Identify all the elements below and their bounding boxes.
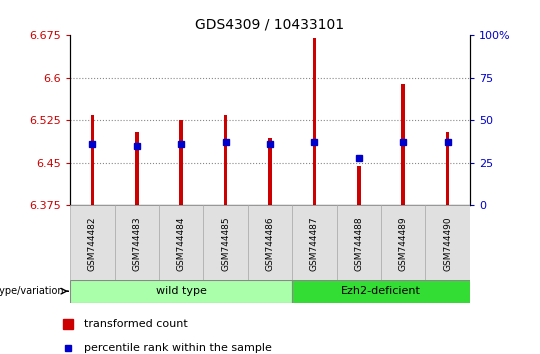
Text: GSM744484: GSM744484 <box>177 216 186 271</box>
Bar <box>268 138 272 205</box>
Text: GSM744487: GSM744487 <box>310 216 319 271</box>
Bar <box>114 205 159 280</box>
Text: GSM744488: GSM744488 <box>354 216 363 271</box>
Text: genotype/variation: genotype/variation <box>0 286 65 296</box>
Bar <box>313 38 316 205</box>
Text: GSM744485: GSM744485 <box>221 216 230 271</box>
Text: GSM744486: GSM744486 <box>266 216 274 271</box>
Bar <box>224 115 227 205</box>
Bar <box>426 205 470 280</box>
Text: wild type: wild type <box>156 286 207 296</box>
Text: Ezh2-deficient: Ezh2-deficient <box>341 286 421 296</box>
Bar <box>357 166 361 205</box>
Bar <box>381 205 426 280</box>
Bar <box>91 115 94 205</box>
Text: GSM744490: GSM744490 <box>443 216 452 271</box>
Bar <box>292 205 336 280</box>
Bar <box>336 205 381 280</box>
Text: GSM744482: GSM744482 <box>88 216 97 271</box>
Bar <box>179 120 183 205</box>
Bar <box>292 280 470 303</box>
Bar <box>70 205 114 280</box>
Bar <box>446 132 449 205</box>
Text: transformed count: transformed count <box>84 319 188 329</box>
Bar <box>135 132 139 205</box>
Bar <box>204 205 248 280</box>
Bar <box>248 205 292 280</box>
Bar <box>159 205 204 280</box>
Text: percentile rank within the sample: percentile rank within the sample <box>84 343 272 353</box>
Text: GSM744483: GSM744483 <box>132 216 141 271</box>
Bar <box>401 84 405 205</box>
Text: GSM744489: GSM744489 <box>399 216 408 271</box>
Title: GDS4309 / 10433101: GDS4309 / 10433101 <box>195 17 345 32</box>
Bar <box>70 280 292 303</box>
